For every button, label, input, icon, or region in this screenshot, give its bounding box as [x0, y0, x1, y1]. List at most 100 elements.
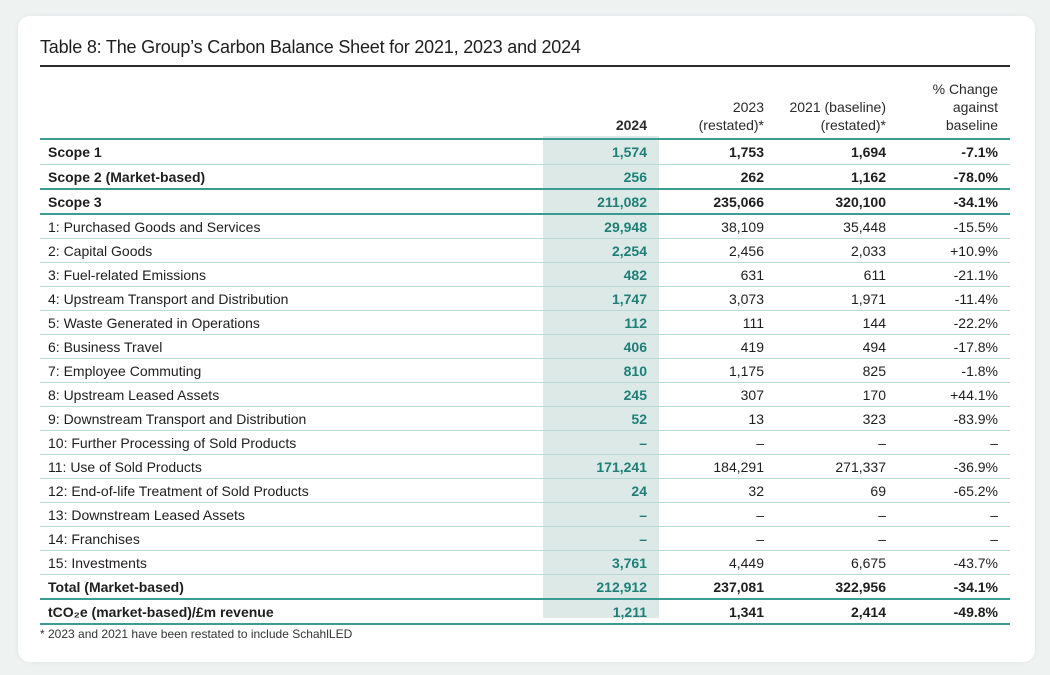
value-pct-change: +10.9%	[898, 238, 1010, 263]
value-2021: 69	[776, 478, 898, 503]
value-2024: 24	[543, 478, 659, 503]
value-2023: 38,109	[659, 214, 776, 239]
row-label: 11: Use of Sold Products	[40, 454, 543, 479]
value-2023: –	[659, 526, 776, 551]
row-label: 1: Purchased Goods and Services	[40, 214, 543, 239]
value-2021: –	[776, 526, 898, 551]
table-title: Table 8: The Group’s Carbon Balance Shee…	[40, 37, 581, 57]
value-2024: 406	[543, 334, 659, 359]
table-row: Scope 2 (Market-based) 256 262 1,162 -78.0%	[40, 164, 1010, 190]
value-2023: 13	[659, 406, 776, 431]
value-pct-change: –	[898, 430, 1010, 455]
title-rule	[40, 65, 1010, 67]
value-2021: –	[776, 430, 898, 455]
value-2021: 144	[776, 310, 898, 335]
value-2024: 171,241	[543, 454, 659, 479]
value-2023: 2,456	[659, 238, 776, 263]
value-2024: –	[543, 502, 659, 527]
value-2023: –	[659, 430, 776, 455]
value-pct-change: -22.2%	[898, 310, 1010, 335]
value-pct-change: -65.2%	[898, 478, 1010, 503]
row-label: 7: Employee Commuting	[40, 358, 543, 383]
value-2021: 494	[776, 334, 898, 359]
value-pct-change: -11.4%	[898, 286, 1010, 311]
value-2024: 3,761	[543, 550, 659, 575]
table-row: 9: Downstream Transport and Distribution…	[40, 406, 1010, 431]
value-2021: 170	[776, 382, 898, 407]
value-2023: 1,753	[659, 139, 776, 165]
table-row: tCO₂e (market-based)/£m revenue 1,211 1,34…	[40, 599, 1010, 625]
table-row: 7: Employee Commuting 810 1,175 825 -1.8%	[40, 358, 1010, 383]
value-2023: 4,449	[659, 550, 776, 575]
value-2021: –	[776, 502, 898, 527]
value-2024: 212,912	[543, 574, 659, 600]
value-2023: –	[659, 502, 776, 527]
value-2024: 211,082	[543, 189, 659, 215]
value-2024: 245	[543, 382, 659, 407]
table-row: 10: Further Processing of Sold Products –…	[40, 430, 1010, 455]
value-2024: 1,574	[543, 139, 659, 165]
value-2023: 262	[659, 164, 776, 190]
value-2023: 237,081	[659, 574, 776, 600]
table-row: Scope 1 1,574 1,753 1,694 -7.1%	[40, 139, 1010, 165]
row-label: 5: Waste Generated in Operations	[40, 310, 543, 335]
value-2024: 482	[543, 262, 659, 287]
value-2024: 1,211	[543, 599, 659, 625]
table-row: 2: Capital Goods 2,254 2,456 2,033 +10.9%	[40, 238, 1010, 263]
value-2023: 1,175	[659, 358, 776, 383]
value-2021: 1,162	[776, 164, 898, 190]
value-pct-change: -7.1%	[898, 139, 1010, 165]
value-2024: 810	[543, 358, 659, 383]
value-2024: –	[543, 430, 659, 455]
table-row: 15: Investments 3,761 4,449 6,675 -43.7%	[40, 550, 1010, 575]
table-row: Total (Market-based) 212,912 237,081 322,95…	[40, 574, 1010, 600]
table-row: 11: Use of Sold Products 171,241 184,291 27…	[40, 454, 1010, 479]
value-2021: 2,414	[776, 599, 898, 625]
value-2024: 29,948	[543, 214, 659, 239]
value-2021: 322,956	[776, 574, 898, 600]
row-label: Total (Market-based)	[40, 574, 543, 600]
header-row: 2024 2023 (restated)* 2021 (baseline) (res…	[40, 68, 1010, 140]
value-2021: 611	[776, 262, 898, 287]
value-2023: 32	[659, 478, 776, 503]
value-2021: 1,971	[776, 286, 898, 311]
table-row: 6: Business Travel 406 419 494 -17.8%	[40, 334, 1010, 359]
value-2021: 1,694	[776, 139, 898, 165]
value-2023: 3,073	[659, 286, 776, 311]
value-2024: 2,254	[543, 238, 659, 263]
table-row: 13: Downstream Leased Assets – – – –	[40, 502, 1010, 527]
value-2023: 1,341	[659, 599, 776, 625]
value-pct-change: -36.9%	[898, 454, 1010, 479]
value-pct-change: -34.1%	[898, 189, 1010, 215]
row-label: 10: Further Processing of Sold Products	[40, 430, 543, 455]
value-pct-change: -83.9%	[898, 406, 1010, 431]
row-label: Scope 1	[40, 139, 543, 165]
table-row: 14: Franchises – – – –	[40, 526, 1010, 551]
row-label: 6: Business Travel	[40, 334, 543, 359]
value-2021: 320,100	[776, 189, 898, 215]
value-2024: 112	[543, 310, 659, 335]
value-2023: 184,291	[659, 454, 776, 479]
value-pct-change: -21.1%	[898, 262, 1010, 287]
row-label: 9: Downstream Transport and Distribution	[40, 406, 543, 431]
value-2024: –	[543, 526, 659, 551]
value-pct-change: –	[898, 502, 1010, 527]
value-2023: 631	[659, 262, 776, 287]
table-row: 3: Fuel-related Emissions 482 631 611 -21.1%	[40, 262, 1010, 287]
value-2023: 419	[659, 334, 776, 359]
value-2024: 52	[543, 406, 659, 431]
value-2021: 35,448	[776, 214, 898, 239]
value-pct-change: -34.1%	[898, 574, 1010, 600]
value-pct-change: +44.1%	[898, 382, 1010, 407]
row-label: Scope 2 (Market-based)	[40, 164, 543, 190]
row-label: 3: Fuel-related Emissions	[40, 262, 543, 287]
row-label: 4: Upstream Transport and Distribution	[40, 286, 543, 311]
header-2023: 2023 (restated)*	[659, 68, 776, 140]
value-pct-change: -15.5%	[898, 214, 1010, 239]
value-2023: 307	[659, 382, 776, 407]
value-pct-change: –	[898, 526, 1010, 551]
row-label: tCO₂e (market-based)/£m revenue	[40, 599, 543, 625]
value-2023: 235,066	[659, 189, 776, 215]
table-row: 12: End-of-life Treatment of Sold Produc…	[40, 478, 1010, 503]
row-label: 2: Capital Goods	[40, 238, 543, 263]
